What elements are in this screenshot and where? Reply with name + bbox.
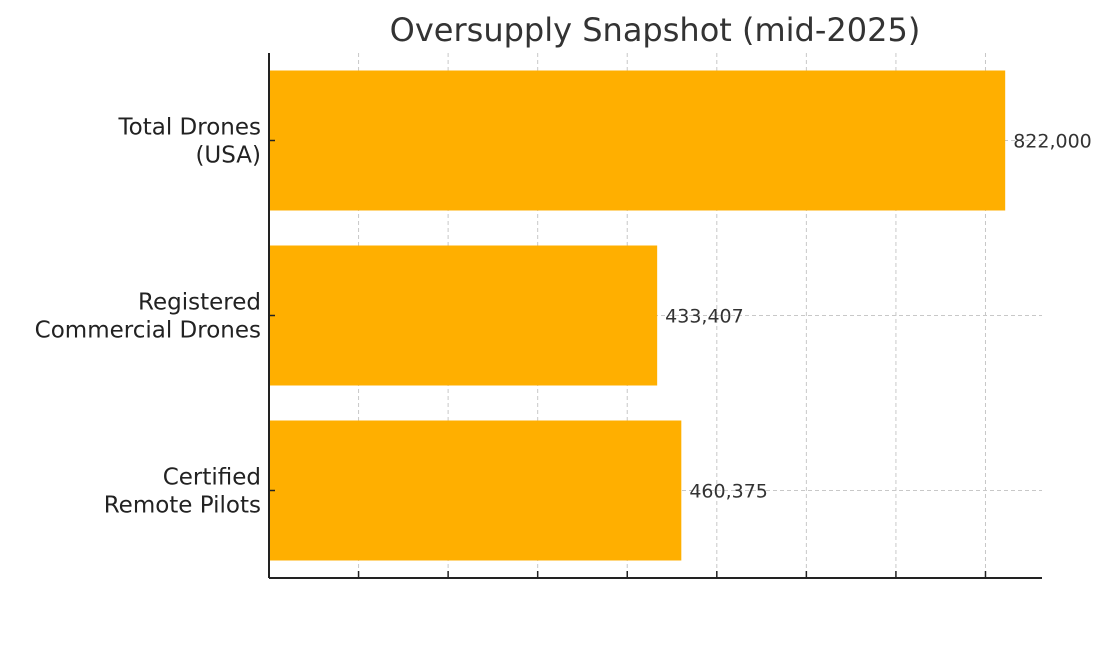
category-label: Registered [138,290,261,316]
category-label: Total Drones [118,115,261,141]
labels: 822,000 Total Drones(USA) 433,407 Registere… [35,115,1092,519]
bar [269,70,1006,211]
category-label: Commercial Drones [35,318,261,344]
axes [268,53,1042,579]
bar [269,420,682,561]
value-label: 433,407 [665,306,744,328]
bar [269,245,658,386]
value-label: 460,375 [689,481,768,503]
category-label: (USA) [195,143,261,169]
bars [269,70,1006,561]
chart-title: Oversupply Snapshot (mid-2025) [390,11,921,49]
category-label: Certified [163,465,261,491]
value-label: 822,000 [1013,131,1092,153]
category-label: Remote Pilots [104,493,261,519]
